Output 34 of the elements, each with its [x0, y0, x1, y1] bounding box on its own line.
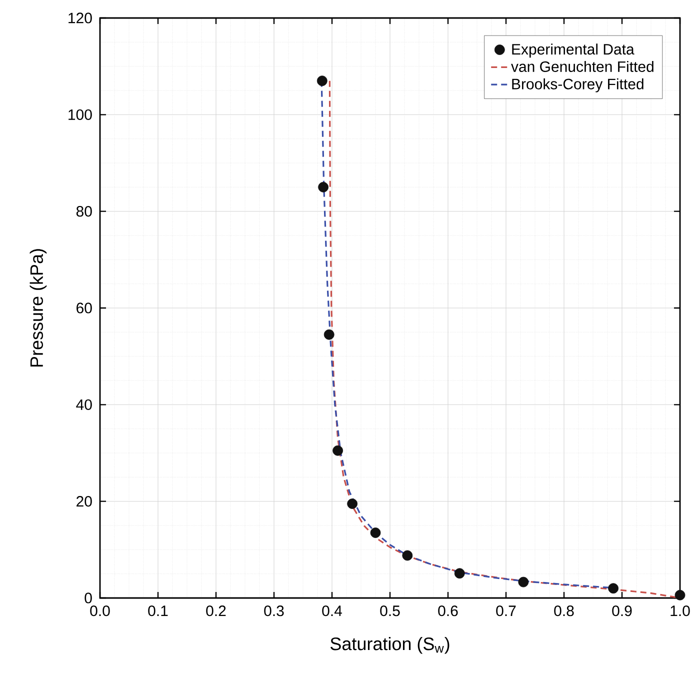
y-tick-label: 80 — [76, 206, 92, 217]
point — [608, 583, 619, 594]
x-tick-label: 0.6 — [438, 606, 458, 616]
y-tick-label: 60 — [76, 302, 92, 314]
y-tick-label: 0 — [84, 592, 92, 604]
x-tick-label: 0.2 — [206, 606, 226, 616]
legend-label: Experimental Data — [512, 44, 634, 58]
legend-label: van Genuchten Fitted — [511, 60, 654, 72]
x-tick-label: 0.8 — [554, 606, 574, 616]
point — [454, 568, 465, 579]
x-tick-label: 0.5 — [380, 606, 400, 616]
y-axis-title: Pressure (kPa) — [30, 249, 47, 367]
x-tick-label: 0.3 — [264, 606, 284, 616]
point — [332, 445, 344, 456]
y-tick-label: 100 — [68, 109, 92, 120]
y-tick-label: 20 — [76, 496, 92, 507]
x-tick-label: 0.7 — [496, 606, 516, 616]
point — [402, 550, 413, 561]
point — [370, 528, 381, 538]
y-tick-label: 120 — [68, 12, 92, 24]
x-tick-label: 1.0 — [670, 606, 690, 616]
point — [318, 182, 328, 192]
point — [324, 329, 334, 340]
point — [518, 576, 529, 588]
y-tick-label: 40 — [76, 399, 92, 410]
x-tick-label: 0.1 — [148, 606, 168, 616]
x-tick-label: 0.0 — [90, 606, 110, 616]
point — [674, 590, 686, 600]
point — [316, 76, 328, 86]
legend-label: Brooks-Corey Fitted — [512, 78, 644, 92]
x-axis-title: Saturation (S$_{w}$) — [330, 637, 450, 654]
x-tick-label: 0.9 — [612, 606, 632, 616]
point — [347, 498, 358, 509]
x-tick-label: 0.4 — [322, 606, 342, 616]
